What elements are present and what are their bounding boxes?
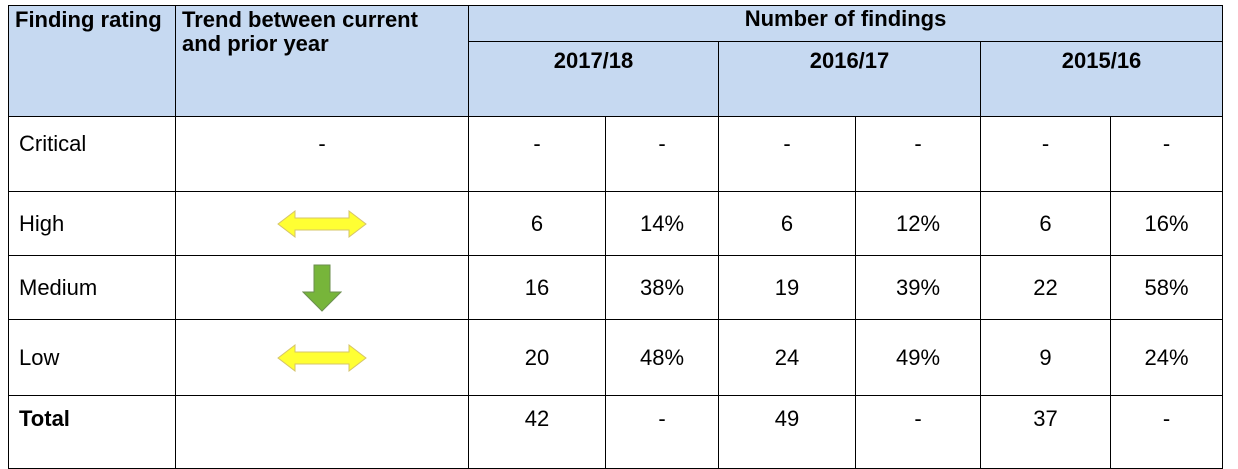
cell: -	[718, 116, 856, 192]
row: Critical - - - - - - -	[8, 116, 1224, 192]
cell: -	[605, 116, 719, 192]
cell: 38%	[605, 255, 719, 320]
cell: 49%	[855, 319, 981, 396]
cell: 20	[468, 319, 606, 396]
rating: Critical	[8, 116, 176, 192]
cell: 24%	[1109, 319, 1224, 396]
trend: -	[175, 116, 469, 192]
cell: 22	[980, 255, 1111, 320]
header-year: 2015/16	[979, 41, 1224, 117]
header-rating: Finding rating	[8, 5, 176, 117]
trend	[175, 319, 469, 396]
cell: 16	[468, 255, 606, 320]
arrow-both	[277, 343, 367, 372]
header-year: 2016/17	[718, 41, 981, 117]
cell: -	[1109, 116, 1224, 192]
cell: 9	[980, 319, 1111, 396]
trend	[175, 191, 469, 256]
cell: -	[855, 395, 981, 469]
rating: Medium	[8, 255, 176, 320]
header-year: 2017/18	[468, 41, 719, 117]
cell: -	[855, 116, 981, 192]
header-group: Number of findings	[467, 5, 1224, 42]
cell: 19	[718, 255, 856, 320]
page: {"header": {"rating": "Finding rating", …	[8, 5, 1224, 469]
header-trend: Trend between current and prior year	[175, 5, 469, 117]
cell: 16%	[1109, 191, 1224, 256]
findings-table: Finding rating Trend between current and…	[8, 5, 1224, 469]
cell: 6	[980, 191, 1111, 256]
rating: Total	[8, 395, 176, 469]
rating: High	[8, 191, 176, 256]
cell: 6	[468, 191, 606, 256]
arrow-both	[277, 209, 367, 238]
cell: 39%	[855, 255, 981, 320]
cell: 37	[980, 395, 1111, 469]
cell: 58%	[1109, 255, 1224, 320]
row: Low 20 48% 24 49% 9 24%	[8, 319, 1224, 396]
cell: -	[605, 395, 719, 469]
trend	[175, 395, 469, 469]
cell: 42	[468, 395, 606, 469]
rating: Low	[8, 319, 176, 396]
trend	[175, 255, 469, 320]
arrow-down	[302, 264, 342, 312]
cell: -	[1109, 395, 1224, 469]
cell: -	[980, 116, 1111, 192]
cell: 48%	[605, 319, 719, 396]
cell: 49	[718, 395, 856, 469]
cell: 14%	[605, 191, 719, 256]
row: Total 42 - 49 - 37 -	[8, 395, 1224, 469]
row: High 6 14% 6 12% 6 16%	[8, 191, 1224, 256]
cell: -	[468, 116, 606, 192]
row: Medium 16 38% 19 39% 22 58%	[8, 255, 1224, 320]
cell: 24	[718, 319, 856, 396]
cell: 12%	[855, 191, 981, 256]
cell: 6	[718, 191, 856, 256]
